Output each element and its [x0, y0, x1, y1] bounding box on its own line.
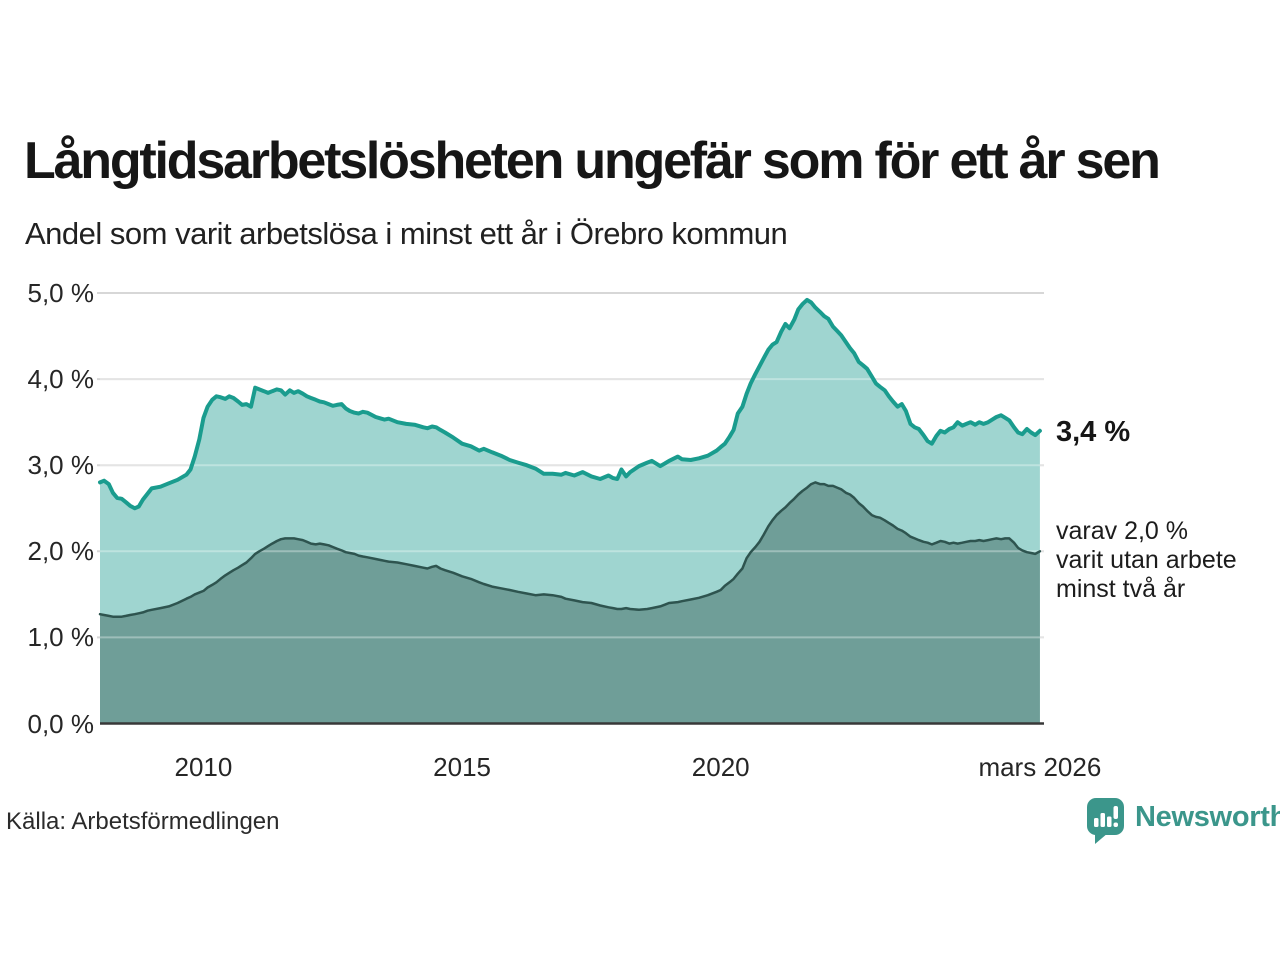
- x-tick-label: 2020: [691, 752, 750, 782]
- y-tick-label: 4,0 %: [27, 364, 95, 395]
- area-minst-tva-ar: [100, 482, 1040, 724]
- brand-logo: Newsworthy: [1086, 797, 1280, 847]
- secondary-annotation-line2: varit utan arbete: [1056, 546, 1237, 574]
- y-tick-label: 5,0 %: [27, 278, 95, 308]
- y-tick-label: 1,0 %: [27, 622, 95, 653]
- page-subtitle: Andel som varit arbetslösa i minst ett å…: [25, 216, 788, 251]
- secondary-series-annotation: varav 2,0 % varit utan arbete minst två …: [1056, 517, 1237, 604]
- brand-name: Newsworthy: [1135, 801, 1280, 833]
- y-tick-label: 2,0 %: [27, 536, 95, 567]
- y-tick-label: 0,0 %: [27, 708, 95, 739]
- x-tick-label: mars 2026: [978, 752, 1102, 782]
- secondary-annotation-line3: minst två år: [1056, 575, 1186, 603]
- x-tick-label: 2010: [174, 752, 233, 782]
- page-title: Långtidsarbetslösheten ungefär som för e…: [24, 132, 1161, 190]
- line-minst-tva-ar: [98, 481, 1042, 618]
- x-tick-label: 2015: [433, 752, 491, 782]
- secondary-annotation-line1: varav 2,0 %: [1056, 517, 1189, 545]
- newsworthy-bubble-chart-icon: [1086, 797, 1126, 850]
- line-minst-ett-ar: [98, 297, 1042, 511]
- latest-value-label: 3,4 %: [1056, 416, 1131, 448]
- y-tick-label: 3,0 %: [27, 450, 95, 481]
- source-credit: Källa: Arbetsförmedlingen: [6, 808, 280, 835]
